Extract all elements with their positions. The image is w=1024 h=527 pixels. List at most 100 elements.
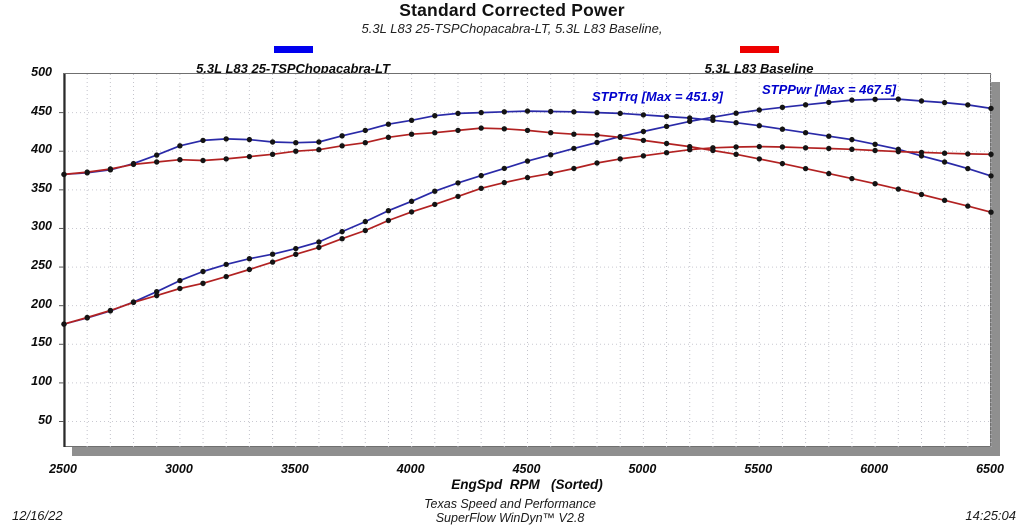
data-point <box>826 145 832 152</box>
data-point <box>802 165 809 172</box>
data-point <box>246 136 253 143</box>
data-point <box>663 140 670 147</box>
data-point <box>849 175 855 182</box>
data-point <box>733 144 739 150</box>
data-point <box>316 244 322 251</box>
data-point <box>802 102 809 108</box>
y-tick-label: 350 <box>31 180 52 195</box>
data-point <box>362 127 368 134</box>
data-point <box>710 114 716 120</box>
data-point <box>478 172 484 179</box>
data-point <box>246 266 253 273</box>
data-point <box>733 120 739 126</box>
data-point <box>826 133 832 139</box>
data-point <box>269 259 276 265</box>
data-point <box>779 104 786 110</box>
data-point <box>941 150 948 156</box>
data-point <box>455 110 461 117</box>
legend-item-tsp: 5.3L L83 25-TSPChopacabra-LT <box>143 42 443 78</box>
data-point <box>617 134 623 140</box>
data-point <box>988 173 994 179</box>
data-point <box>385 134 392 140</box>
data-point <box>61 321 67 327</box>
data-point <box>918 149 925 156</box>
data-point <box>478 109 484 116</box>
data-point <box>478 125 484 131</box>
data-point <box>362 218 368 225</box>
data-point <box>872 181 878 187</box>
data-point <box>687 147 693 153</box>
data-point <box>84 314 90 321</box>
data-point <box>269 151 276 157</box>
data-point <box>177 285 183 292</box>
data-point <box>872 96 878 102</box>
x-tick-label: 5000 <box>628 462 657 476</box>
x-tick-label: 5500 <box>744 462 773 476</box>
footer-software-version: SuperFlow WinDyn™ V2.8 <box>435 511 585 525</box>
data-point <box>640 128 647 135</box>
series-stppwr-baseline <box>63 145 992 325</box>
data-point <box>362 140 368 146</box>
data-point <box>432 113 438 119</box>
x-tick-label: 3000 <box>164 462 193 476</box>
legend-swatch-blue <box>273 46 313 53</box>
data-point <box>594 109 600 116</box>
data-point <box>802 145 809 151</box>
x-axis-label: EngSpd RPM (Sorted) <box>451 477 603 492</box>
y-tick-label: 50 <box>38 412 52 427</box>
data-point <box>130 161 137 168</box>
data-point <box>501 179 507 186</box>
data-point <box>687 118 693 125</box>
y-tick-label: 500 <box>31 65 52 79</box>
data-point <box>200 157 206 164</box>
legend-label-baseline: 5.3L L83 Baseline <box>704 61 814 76</box>
annotation-stptrq-max: STPTrq [Max = 451.9] <box>592 89 723 104</box>
data-point <box>246 153 253 160</box>
data-point <box>385 121 392 127</box>
data-point <box>408 209 415 215</box>
data-point <box>293 148 299 154</box>
data-point <box>130 299 137 306</box>
data-point <box>177 143 183 149</box>
data-point <box>177 277 183 284</box>
data-point <box>524 158 531 164</box>
data-point <box>802 130 809 136</box>
x-tick-label: 4500 <box>512 462 541 476</box>
data-point <box>385 217 392 224</box>
data-point <box>918 191 925 198</box>
y-tick-label: 400 <box>31 142 52 157</box>
data-point <box>455 193 461 200</box>
data-point <box>895 148 901 155</box>
data-point <box>965 151 971 157</box>
data-point <box>640 153 647 159</box>
data-point <box>571 165 577 172</box>
data-point <box>269 251 276 257</box>
data-point <box>941 197 948 203</box>
legend-swatch-red <box>739 46 779 53</box>
data-point <box>756 123 762 129</box>
data-point <box>432 130 438 136</box>
x-tick-label: 3500 <box>280 462 309 476</box>
data-point <box>617 156 623 162</box>
data-point <box>177 157 183 163</box>
data-point <box>826 170 832 177</box>
data-point <box>339 133 345 139</box>
data-point <box>779 160 786 167</box>
data-point <box>895 186 901 192</box>
data-point <box>594 139 600 146</box>
data-point <box>316 139 322 145</box>
y-tick-label: 100 <box>31 373 52 388</box>
data-point <box>385 208 392 214</box>
data-point <box>779 144 786 150</box>
data-point <box>432 188 438 194</box>
data-point <box>293 140 299 146</box>
data-point <box>223 136 229 142</box>
data-point <box>733 151 739 157</box>
chart-subtitle: 5.3L L83 25-TSPChopacabra-LT, 5.3L L83 B… <box>361 21 663 36</box>
chart-svg <box>59 74 994 447</box>
data-point <box>965 165 971 172</box>
data-point <box>710 145 716 151</box>
data-point <box>408 131 415 137</box>
data-point <box>408 198 415 204</box>
data-point <box>316 147 322 153</box>
